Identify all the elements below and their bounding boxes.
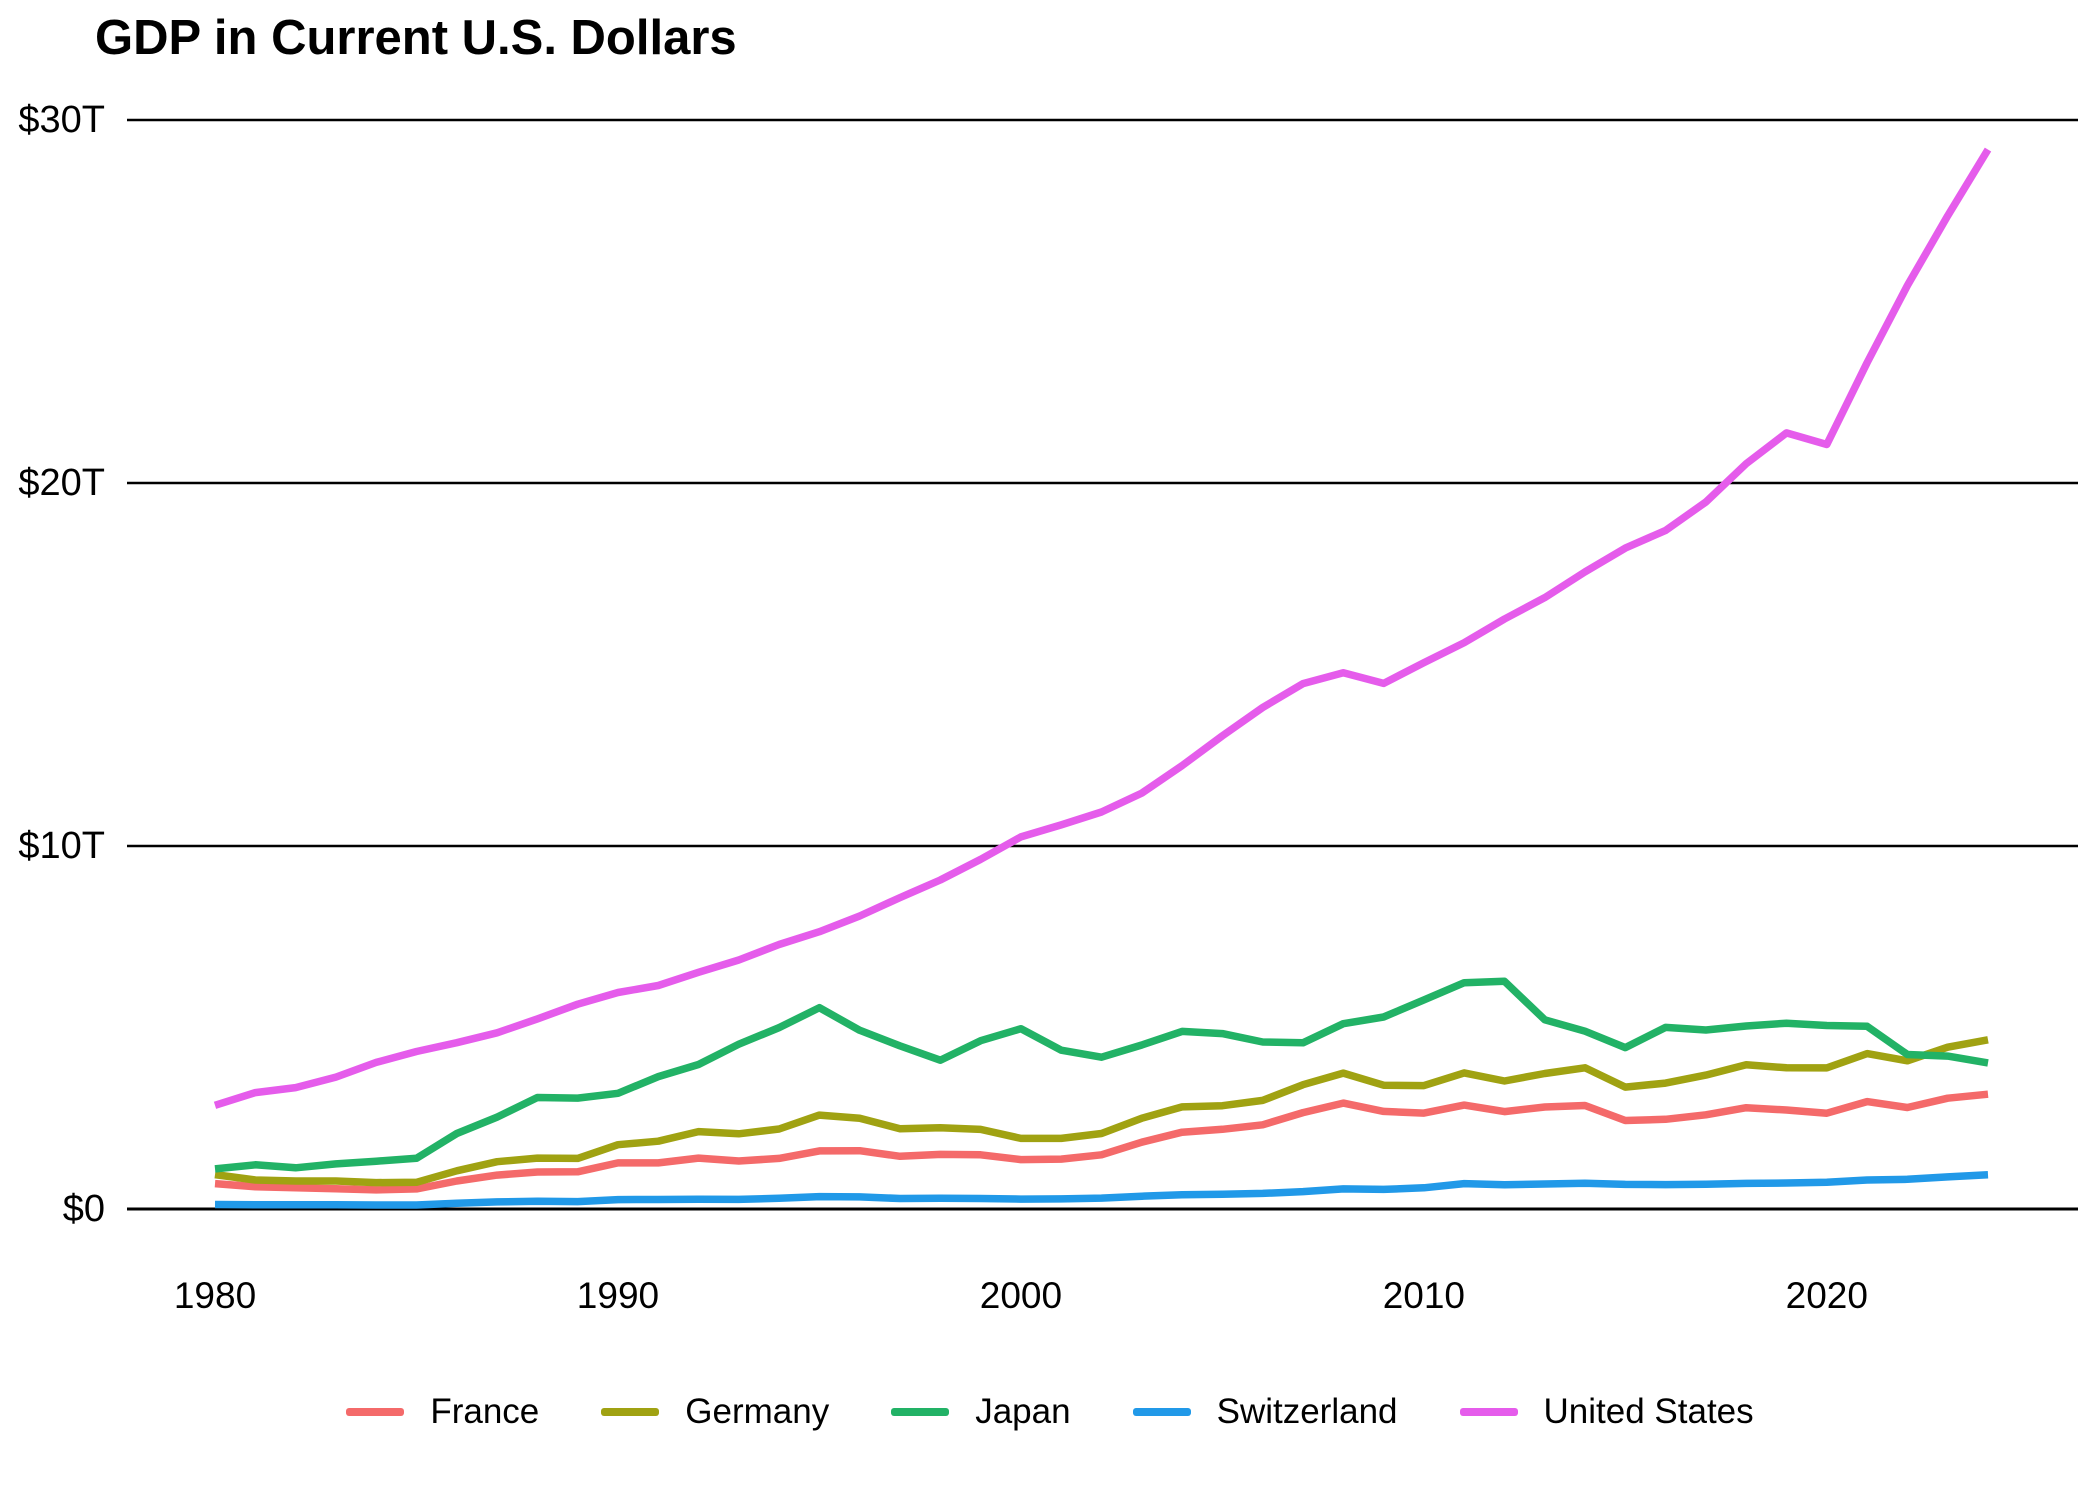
legend-item-france: France [346,1392,539,1432]
legend-swatch-united-states [1459,1408,1518,1416]
x-tick-label-2020: 2020 [1786,1275,1868,1316]
y-tick-label--20t: $20T [18,462,105,504]
y-tick-label--0: $0 [63,1188,105,1230]
legend-label-japan: Japan [975,1392,1071,1431]
x-tick-label-2010: 2010 [1383,1275,1465,1316]
chart-title: GDP in Current U.S. Dollars [95,11,737,65]
series-line-germany [214,1036,1989,1187]
y-tick-label--10t: $10T [18,825,105,867]
legend-label-germany: Germany [685,1392,830,1431]
series-line-france [214,1090,1989,1194]
series-line-japan [214,977,1989,1173]
legend-swatch-japan [891,1408,950,1416]
legend-label-france: France [430,1392,540,1431]
legend-label-united-states: United States [1543,1392,1754,1431]
legend-item-germany: Germany [601,1392,829,1432]
legend-swatch-germany [601,1408,660,1416]
x-tick-label-1990: 1990 [577,1275,659,1316]
x-tick-label-1980: 1980 [174,1275,256,1316]
legend-item-japan: Japan [891,1392,1071,1432]
legend-label-switzerland: Switzerland [1216,1392,1398,1431]
legend-swatch-switzerland [1132,1408,1191,1416]
series-line-switzerland [214,1171,1989,1209]
x-tick-label-2000: 2000 [980,1275,1062,1316]
legend-item-united-states: United States [1459,1392,1754,1432]
series-line-united-states [213,147,1992,1109]
y-tick-label--30t: $30T [18,99,105,141]
legend: France Germany Japan Switzerland United Stat… [0,1392,2100,1432]
legend-swatch-france [346,1408,405,1416]
legend-item-switzerland: Switzerland [1132,1392,1398,1432]
